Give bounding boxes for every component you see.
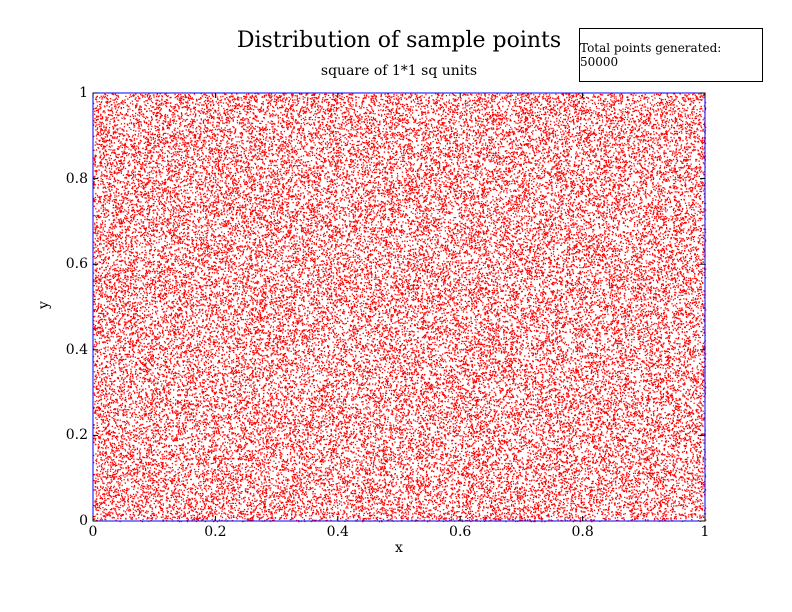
axis-ticks xyxy=(92,92,706,522)
y-tick-label: 0.6 xyxy=(65,256,88,273)
chart-subtitle: square of 1*1 sq units xyxy=(320,63,478,79)
axes-frame xyxy=(92,92,706,522)
y-tick-label: 1 xyxy=(79,85,88,101)
annotation-text: Total points generated: 50000 xyxy=(580,41,722,69)
x-axis-label: x xyxy=(395,540,403,556)
annotation-box: Total points generated: 50000 xyxy=(579,28,763,82)
y-tick-label: 0.2 xyxy=(65,427,88,444)
x-tick-label: 1 xyxy=(700,524,710,540)
chart-title: Distribution of sample points xyxy=(236,28,562,53)
y-tick-label: 0.4 xyxy=(65,341,88,358)
x-tick-label: 0.4 xyxy=(326,524,349,540)
x-tick-label: 0 xyxy=(88,524,98,540)
x-tick-label: 0.8 xyxy=(571,524,594,540)
y-tick-label: 0 xyxy=(79,513,88,529)
x-tick-label: 0.6 xyxy=(449,524,472,540)
y-axis-label: y xyxy=(36,301,52,309)
x-tick-label: 0.2 xyxy=(204,524,227,540)
scatter-points xyxy=(93,93,707,523)
y-tick-label: 0.8 xyxy=(65,170,88,187)
scatter-point-cloud xyxy=(93,93,707,523)
